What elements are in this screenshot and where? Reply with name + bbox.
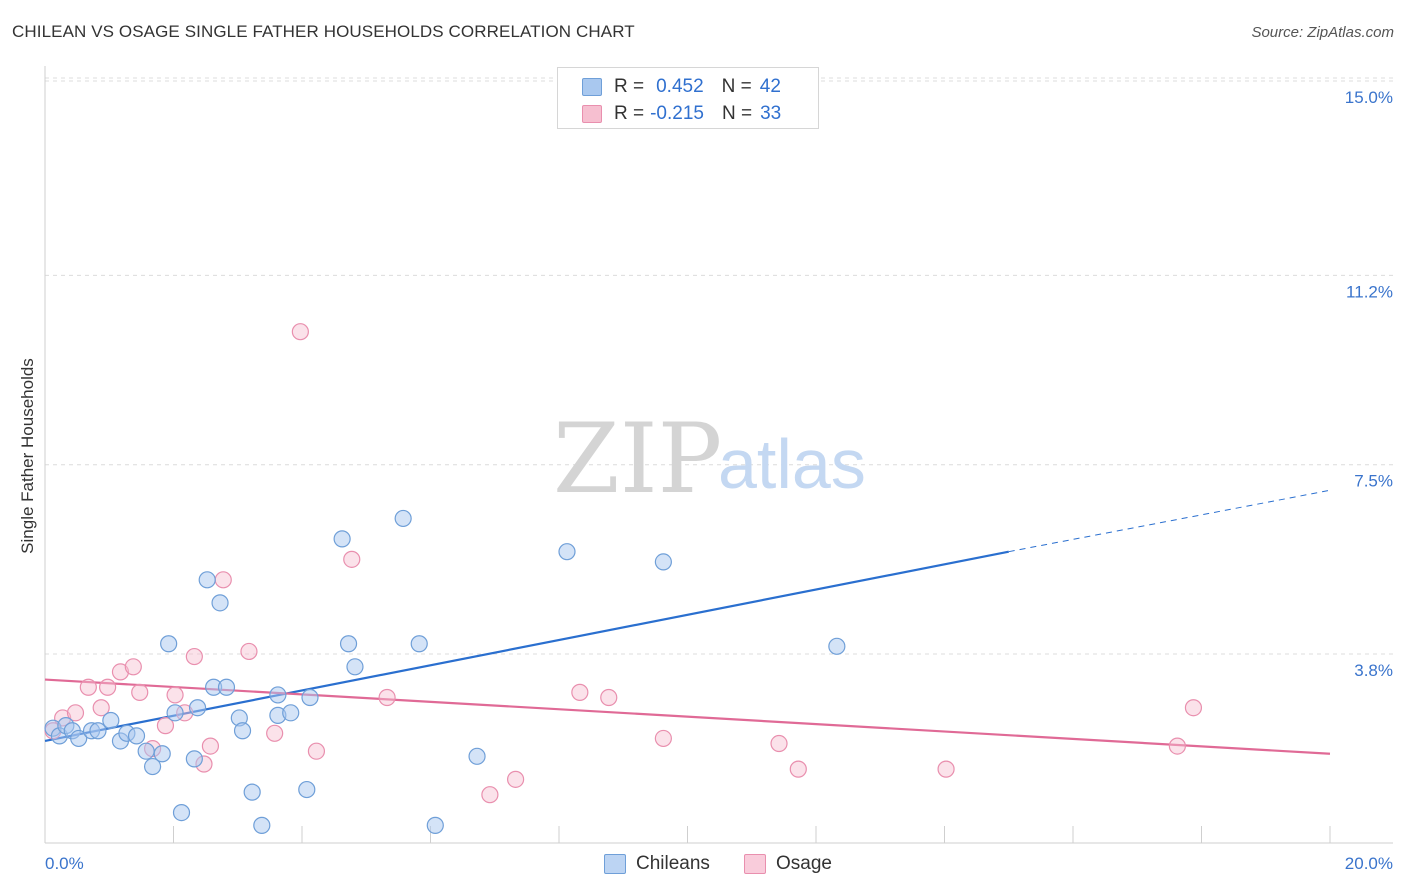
- legend-item-chileans[interactable]: Chileans: [604, 852, 710, 876]
- osage-point: [214, 571, 232, 589]
- legend-n-label: N =: [721, 76, 752, 97]
- legend-n-value: 33: [760, 103, 782, 124]
- osage-point: [111, 663, 130, 681]
- gridlines: [45, 77, 1393, 655]
- chileans-point: [188, 699, 207, 717]
- chileans-point: [217, 678, 236, 696]
- y-tick-label: 7.5%: [1354, 472, 1393, 491]
- legend-row-osage: R = -0.215 N = 33: [582, 102, 781, 126]
- chileans-point: [233, 722, 252, 740]
- chileans-label: Chileans: [636, 853, 710, 874]
- chileans-point: [346, 658, 364, 676]
- legend-r-label: R =: [614, 76, 645, 97]
- legend-swatch-pink: [582, 105, 602, 123]
- osage-point: [770, 734, 788, 753]
- chileans-point: [339, 635, 358, 653]
- osage-point: [378, 688, 396, 707]
- chileans-point: [426, 816, 444, 834]
- osage-point: [291, 323, 309, 341]
- y-axis-label: Single Father Households: [18, 358, 37, 554]
- chileans-point: [137, 742, 155, 760]
- osage-point: [185, 647, 203, 666]
- osage-point: [1184, 699, 1203, 717]
- correlation-legend: R = 0.452 N = 42 R = -0.215 N = 33: [557, 67, 819, 129]
- legend-item-osage[interactable]: Osage: [744, 852, 832, 876]
- osage-label: Osage: [776, 853, 832, 874]
- osage-point: [66, 704, 85, 722]
- chileans-point: [243, 783, 261, 801]
- osage-point: [481, 786, 499, 804]
- chileans-point: [198, 571, 216, 589]
- osage-point: [240, 642, 258, 661]
- watermark-atlas: atlas: [718, 425, 866, 503]
- chileans-point: [211, 594, 229, 612]
- osage-point: [131, 683, 149, 701]
- chileans-point: [127, 727, 146, 745]
- legend-swatch-blue: [582, 78, 602, 96]
- source-label: Source: ZipAtlas.com: [1251, 24, 1394, 41]
- y-tick-label: 3.8%: [1354, 661, 1393, 680]
- chileans-point: [89, 722, 107, 740]
- legend-r-value: -0.215: [650, 103, 704, 124]
- chileans-point: [282, 704, 300, 722]
- osage-trend-line: [44, 678, 1331, 755]
- chileans-point: [468, 747, 486, 765]
- chileans-point: [143, 757, 162, 776]
- osage-point: [571, 683, 589, 701]
- chileans-point: [394, 509, 412, 528]
- osage-point: [654, 729, 672, 748]
- axes: [44, 66, 1393, 844]
- x-tick-label: 20.0%: [1345, 854, 1393, 873]
- osage-point: [789, 760, 807, 778]
- chileans-trend-extension: [1008, 489, 1331, 553]
- chileans-point: [153, 745, 171, 763]
- chileans-point: [172, 803, 191, 822]
- chileans-point: [301, 688, 319, 707]
- chileans-point: [185, 750, 203, 768]
- chileans-point: [333, 530, 351, 548]
- legend-n-label: N =: [721, 103, 753, 124]
- chileans-point: [269, 686, 287, 704]
- osage-point: [124, 658, 142, 676]
- watermark-zip: ZIP: [553, 403, 722, 515]
- data-points: [44, 323, 1203, 834]
- osage-point: [99, 678, 117, 696]
- osage-swatch: [744, 854, 766, 874]
- osage-point: [166, 686, 184, 704]
- osage-point: [92, 699, 110, 717]
- chileans-point: [558, 543, 576, 561]
- osage-point: [937, 760, 955, 778]
- chileans-point: [654, 553, 672, 571]
- chileans-point: [166, 704, 184, 722]
- tick-labels: 3.8% 7.5% 11.2% 15.0% 0.0% 20.0%: [45, 88, 1393, 873]
- chileans-point: [253, 816, 271, 834]
- chileans-point: [160, 635, 178, 653]
- osage-point: [343, 550, 361, 568]
- osage-point: [156, 717, 175, 735]
- chileans-swatch: [604, 854, 626, 874]
- y-tick-label: 15.0%: [1345, 88, 1393, 107]
- osage-point: [307, 742, 326, 760]
- osage-point: [79, 678, 97, 696]
- legend-row-chileans: R = 0.452 N = 42: [582, 75, 781, 99]
- y-tick-label: 11.2%: [1346, 282, 1393, 301]
- osage-point: [600, 688, 618, 707]
- osage-point: [506, 770, 525, 788]
- legend-r-value: 0.452: [656, 76, 704, 97]
- legend-r-label: R =: [614, 103, 645, 124]
- chileans-point: [102, 711, 120, 730]
- chileans-point: [298, 780, 316, 799]
- osage-point: [1168, 737, 1186, 755]
- osage-point: [266, 724, 284, 742]
- chileans-point: [828, 637, 846, 655]
- x-tick-label: 0.0%: [45, 854, 84, 873]
- chileans-point: [70, 729, 88, 748]
- chileans-point: [410, 635, 428, 653]
- osage-point: [201, 737, 220, 755]
- legend-n-value: 42: [759, 76, 781, 97]
- chart-title: CHILEAN VS OSAGE SINGLE FATHER HOUSEHOLD…: [12, 22, 635, 41]
